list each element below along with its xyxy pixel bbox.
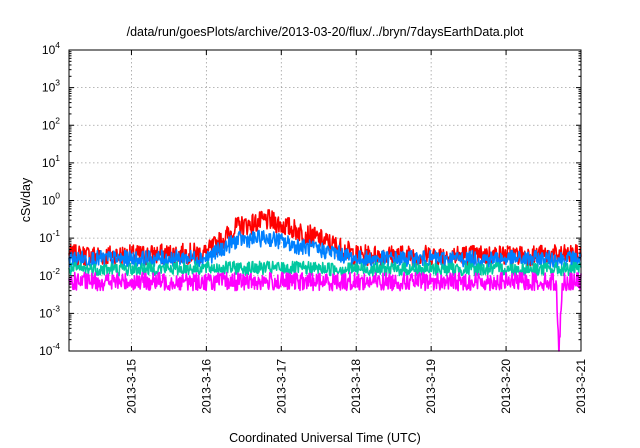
series-line [68,271,582,352]
x-tick-label: 2013-3-16 [199,359,213,414]
x-tick-label: 2013-3-17 [274,359,288,414]
y-tick-label: 102 [42,115,60,132]
grid [69,50,581,351]
y-axis-label: cSv/day [19,177,33,222]
chart-title: /data/run/goesPlots/archive/2013-03-20/f… [127,25,524,39]
y-tick-label: 100 [42,191,60,208]
series-layer [68,209,582,352]
y-tick-label: 10-4 [39,341,60,358]
y-tick-label: 10-1 [39,228,60,245]
y-tick-label: 101 [42,153,60,170]
x-tick-label: 2013-3-19 [424,359,438,414]
y-tick-label: 10-2 [39,266,60,283]
y-tick-label: 104 [42,40,60,57]
x-axis-label: Coordinated Universal Time (UTC) [229,431,421,445]
y-tick-label: 103 [42,78,60,95]
y-axis: 104 103 102 101 100 10-1 10-2 10-3 10-4 [39,40,581,358]
x-tick-label: 2013-3-18 [349,359,363,414]
x-tick-label: 2013-3-20 [499,359,513,414]
x-axis: 2013-3-15 2013-3-16 2013-3-17 2013-3-18 2013… [124,50,588,414]
x-tick-label: 2013-3-15 [124,359,138,414]
x-tick-label: 2013-3-21 [574,359,588,414]
y-tick-label: 10-3 [39,303,60,320]
series-line [68,260,582,277]
